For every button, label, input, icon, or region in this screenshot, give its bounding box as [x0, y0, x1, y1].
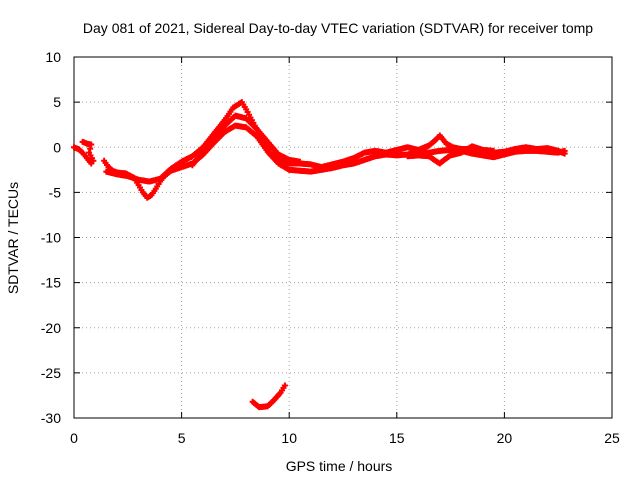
chart-title: Day 081 of 2021, Sidereal Day-to-day VTE…: [83, 20, 593, 36]
x-axis-label: GPS time / hours: [286, 458, 393, 474]
y-tick-label: 0: [53, 139, 61, 155]
series-track-f: [404, 143, 497, 167]
x-tick-label: 10: [281, 430, 297, 446]
y-tick-label: -25: [41, 365, 61, 381]
data-point: [296, 158, 303, 165]
y-axis-label: SDTVAR / TECUs: [5, 182, 21, 294]
x-tick-label: 15: [389, 430, 405, 446]
y-tick-label: 10: [45, 49, 61, 65]
axis-ticks: 0 5 10 15 20 25 10 5 0 -5 -10 -15 -20 -25 -30: [41, 49, 620, 446]
series-track-a: [71, 144, 95, 167]
data-point: [87, 145, 94, 152]
y-tick-label: -30: [41, 410, 61, 426]
series-track-e: [189, 112, 303, 169]
data-series: [71, 99, 568, 411]
y-tick-label: -20: [41, 320, 61, 336]
y-tick-label: -5: [49, 184, 62, 200]
y-tick-label: 5: [53, 94, 61, 110]
data-point: [490, 147, 497, 154]
x-tick-label: 0: [70, 430, 78, 446]
y-tick-label: -10: [41, 230, 61, 246]
data-point: [281, 382, 288, 389]
data-point: [90, 157, 97, 164]
data-point: [561, 150, 568, 157]
x-tick-label: 25: [604, 430, 620, 446]
series-track-g: [249, 382, 288, 411]
data-point: [88, 141, 95, 148]
y-tick-label: -15: [41, 275, 61, 291]
x-tick-label: 5: [178, 430, 186, 446]
x-tick-label: 20: [497, 430, 513, 446]
series-track-b: [79, 138, 97, 164]
